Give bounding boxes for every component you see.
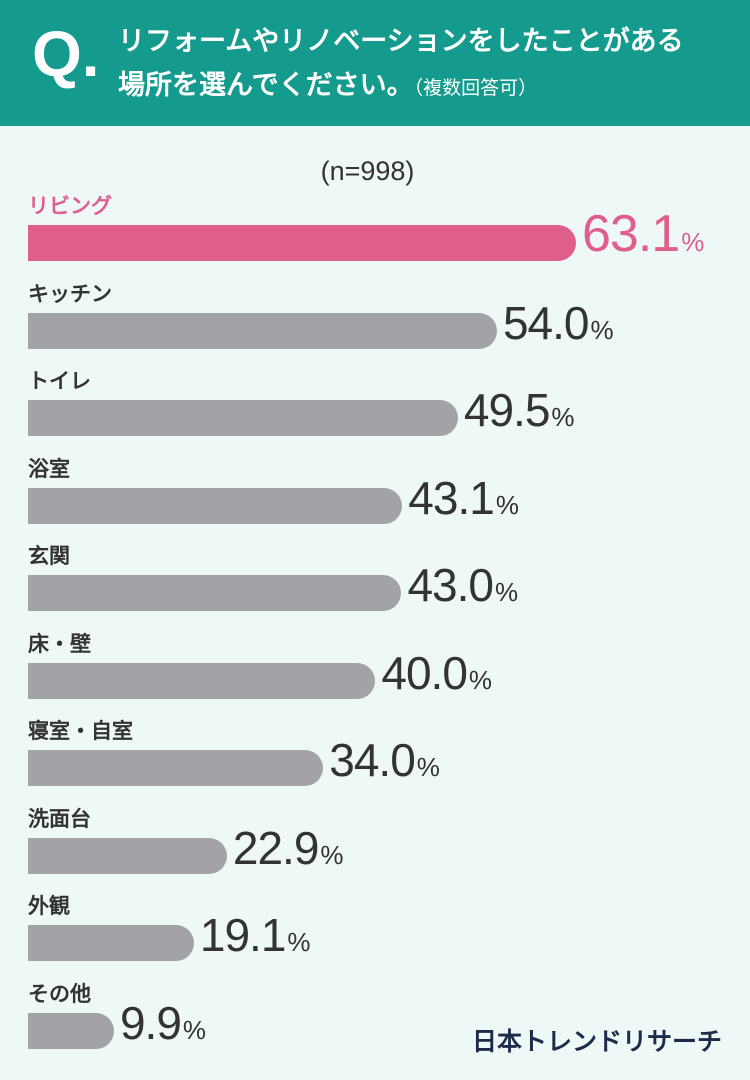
bar-value-number: 43.1 [408, 471, 495, 524]
bar-value-number: 40.0 [381, 646, 468, 699]
bar-value-number: 22.9 [232, 821, 320, 874]
bar [28, 1012, 114, 1049]
bar [28, 487, 403, 524]
bar-value-label: 22.9% [232, 821, 344, 874]
bar-category-label: 寝室・自室 [28, 719, 133, 743]
bar-row: トイレ 49.5% [0, 365, 750, 453]
bar-category-label: 玄関 [28, 544, 70, 568]
bar-value-label: 43.0% [407, 559, 518, 611]
bar [28, 575, 402, 611]
bar-value-label: 49.5% [463, 384, 575, 436]
bar-row: 寝室・自室 34.0% [0, 715, 750, 803]
bar-value-number: 19.1 [199, 909, 287, 961]
bar-value-label: 34.0% [329, 734, 440, 786]
bar-value-unit: % [590, 314, 614, 345]
brand-logo: 日本トレンドリサーチ [471, 1027, 722, 1056]
bar-value-label: 40.0% [381, 646, 492, 699]
bar-category-label: 外観 [28, 894, 70, 918]
question-note: （複数回答可） [413, 77, 538, 99]
bar-value-label: 63.1% [582, 205, 704, 263]
bar-value-unit: % [416, 752, 440, 782]
bar-value-unit: % [495, 489, 519, 520]
bar-category-label: リビング [28, 194, 112, 218]
bar [28, 225, 576, 261]
bar-row: 洗面台 22.9% [0, 803, 750, 891]
bar-value-label: 9.9% [119, 996, 206, 1049]
bar-category-label: キッチン [28, 281, 112, 306]
bar-value-unit: % [182, 1014, 206, 1045]
sample-size: (n=998) [320, 156, 415, 186]
bar-value-number: 54.0 [502, 296, 590, 349]
question-line-1: リフォームやリノベーションをしたことがある [118, 26, 684, 57]
bar-row: 玄関 43.0% [0, 540, 750, 628]
bar-value-number: 63.1 [582, 205, 680, 263]
bar-value-unit: % [551, 402, 574, 432]
bar [28, 662, 376, 699]
bar-row: 床・壁 40.0% [0, 628, 750, 716]
question-text: リフォームやリノベーションをしたことがある 場所を選んでください。（複数回答可） [118, 20, 738, 110]
bar-value-number: 49.5 [463, 384, 551, 436]
bar [28, 837, 227, 874]
bar-category-label: その他 [28, 981, 91, 1006]
bar-category-label: トイレ [28, 369, 91, 393]
bar-value-label: 43.1% [408, 471, 519, 524]
bar [28, 925, 194, 961]
bar-category-label: 浴室 [28, 456, 70, 481]
bar-row: リビング 63.1% [0, 190, 750, 278]
bar [28, 750, 324, 786]
bar-category-label: 洗面台 [28, 806, 91, 831]
bar-value-unit: % [468, 664, 492, 695]
bar-value-number: 9.9 [119, 996, 182, 1049]
bar-row: その他 9.9% [0, 978, 750, 1066]
bar-value-unit: % [681, 227, 704, 257]
bar-value-unit: % [287, 927, 310, 957]
bar-value-label: 54.0% [502, 296, 614, 349]
question-line-2: 場所を選んでください。（複数回答可） [118, 64, 738, 110]
bar-value-label: 19.1% [199, 909, 311, 961]
bar-category-label: 床・壁 [28, 631, 91, 656]
question-line-2-main: 場所を選んでください。 [118, 70, 414, 101]
bar-row: 浴室 43.1% [0, 453, 750, 541]
bar [28, 400, 458, 436]
question-mark: Q. [32, 18, 100, 90]
bar-value-unit: % [494, 577, 518, 607]
bar-value-number: 43.0 [407, 559, 494, 611]
bar-value-unit: % [320, 839, 343, 870]
bar-row: 外観 19.1% [0, 890, 750, 978]
bar-value-number: 34.0 [329, 734, 416, 786]
question-header: Q. リフォームやリノベーションをしたことがある 場所を選んでください。（複数回… [0, 0, 750, 126]
bar [28, 312, 497, 349]
bar-row: キッチン 54.0% [0, 278, 750, 366]
